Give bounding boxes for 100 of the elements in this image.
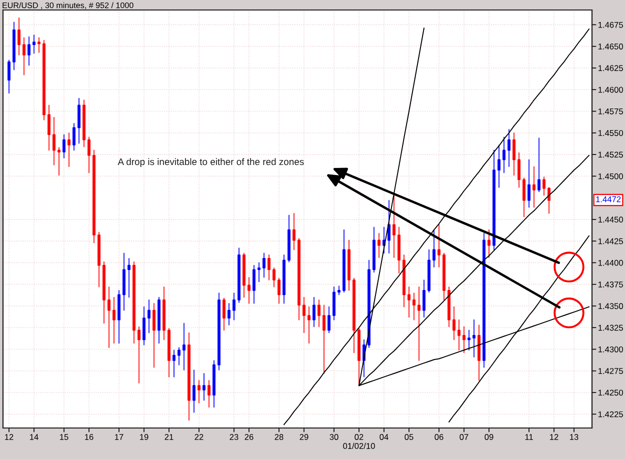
candlestick — [352, 278, 356, 354]
x-tick-label: 09 — [484, 434, 494, 440]
candlestick — [318, 299, 320, 328]
x-tick-label: 22 — [194, 434, 204, 440]
candlestick — [118, 290, 120, 344]
candlestick — [78, 98, 80, 144]
candlestick — [58, 147, 60, 176]
x-tick-label: 13 — [570, 434, 578, 440]
x-tick-label: 11 — [525, 434, 533, 440]
candlestick — [468, 330, 470, 351]
candlestick — [22, 37, 26, 76]
candlestick — [268, 254, 270, 280]
candlestick — [162, 286, 166, 340]
candlestick — [72, 122, 76, 151]
candlestick — [482, 232, 486, 368]
candlestick — [148, 299, 150, 334]
candlestick — [278, 278, 280, 304]
y-tick-label: 1.4450 — [598, 216, 623, 223]
y-tick-label: 1.4500 — [598, 173, 623, 180]
candlestick — [332, 286, 336, 320]
candlestick — [458, 319, 460, 351]
candlestick — [398, 226, 400, 274]
candlestick — [28, 36, 30, 66]
candlestick — [42, 40, 46, 120]
candlestick — [88, 136, 90, 174]
candlestick — [442, 252, 446, 300]
candlestick — [412, 292, 416, 320]
chart-title: EUR/USD , 30 minutes, # 952 / 1000 — [2, 2, 134, 10]
candlestick — [218, 292, 220, 370]
candlestick — [538, 138, 540, 192]
candlestick — [288, 214, 290, 262]
candlestick — [418, 286, 420, 361]
y-tick-label: 1.4525 — [598, 152, 623, 158]
annotation: A drop is inevitable to either of the red zones — [118, 158, 304, 167]
candlestick — [542, 176, 546, 196]
candlestick — [192, 370, 196, 413]
y-tick-label: 1.4400 — [598, 260, 623, 266]
y-tick-label: 1.4275 — [598, 368, 623, 374]
candlestick — [48, 104, 50, 151]
y-tick-label: 1.4250 — [598, 390, 623, 396]
candlestick — [508, 129, 510, 168]
text: 1.4472 — [596, 196, 621, 202]
x-tick-label: 16 — [85, 434, 94, 440]
candlestick — [532, 166, 536, 208]
x-tick-label: 23 — [230, 434, 238, 440]
x-tick-label: 15 — [60, 434, 68, 440]
x-tick-label: 02 01/02/10 — [343, 434, 375, 449]
candlestick — [142, 306, 146, 346]
y-tick-label: 1.4625 — [598, 65, 623, 72]
x-tick-label: 21 — [164, 434, 174, 440]
candlestick — [348, 240, 350, 291]
x-tick-label: 12 — [550, 434, 558, 440]
candlestick — [188, 332, 190, 421]
candlestick — [12, 22, 16, 70]
y-tick-label: 1.4650 — [598, 44, 623, 50]
candlestick — [408, 286, 410, 318]
candlestick — [172, 350, 176, 378]
candlestick — [388, 200, 390, 254]
x-tick-label: 29 — [300, 434, 308, 440]
candlestick — [292, 212, 296, 250]
x-tick-label: 12 — [5, 434, 14, 440]
candlestick — [302, 296, 306, 334]
candlestick — [262, 252, 266, 278]
candlestick — [248, 276, 250, 304]
candlestick — [368, 260, 370, 348]
candlestick — [548, 186, 550, 214]
candlestick — [378, 232, 380, 258]
candlestick — [208, 380, 210, 408]
y-tick-label: 1.4375 — [598, 282, 623, 288]
candlestick — [492, 150, 496, 250]
y-tick-label: 1.4675 — [598, 22, 623, 28]
candlestick — [62, 134, 66, 158]
candlestick — [122, 252, 126, 311]
candlestick — [8, 60, 10, 94]
y-tick-label: 1.4325 — [598, 324, 623, 331]
candlestick — [498, 144, 500, 188]
candlestick — [82, 100, 86, 148]
candlestick — [272, 267, 276, 288]
x-tick-label: 05 — [404, 434, 414, 440]
y-tick-label: 1.4300 — [598, 346, 623, 352]
x-tick-label: 07 — [460, 434, 468, 440]
candlestick — [428, 249, 430, 293]
candlestick — [402, 254, 406, 308]
candlestick — [92, 150, 96, 244]
candlestick — [168, 328, 170, 378]
candlestick — [338, 286, 340, 296]
candlestick — [328, 306, 330, 334]
candlestick — [432, 229, 436, 268]
candlestick — [128, 258, 130, 298]
candlestick — [372, 226, 376, 273]
candlestick — [152, 302, 156, 368]
candlestick — [202, 373, 206, 401]
candlestick — [308, 306, 310, 344]
candlestick — [452, 306, 456, 340]
candlestick — [108, 286, 110, 348]
x-tick-label: 30 — [330, 434, 338, 440]
candlestick — [138, 326, 140, 384]
candlestick — [112, 296, 116, 344]
candlestick — [312, 296, 316, 328]
candlestick — [518, 152, 520, 188]
